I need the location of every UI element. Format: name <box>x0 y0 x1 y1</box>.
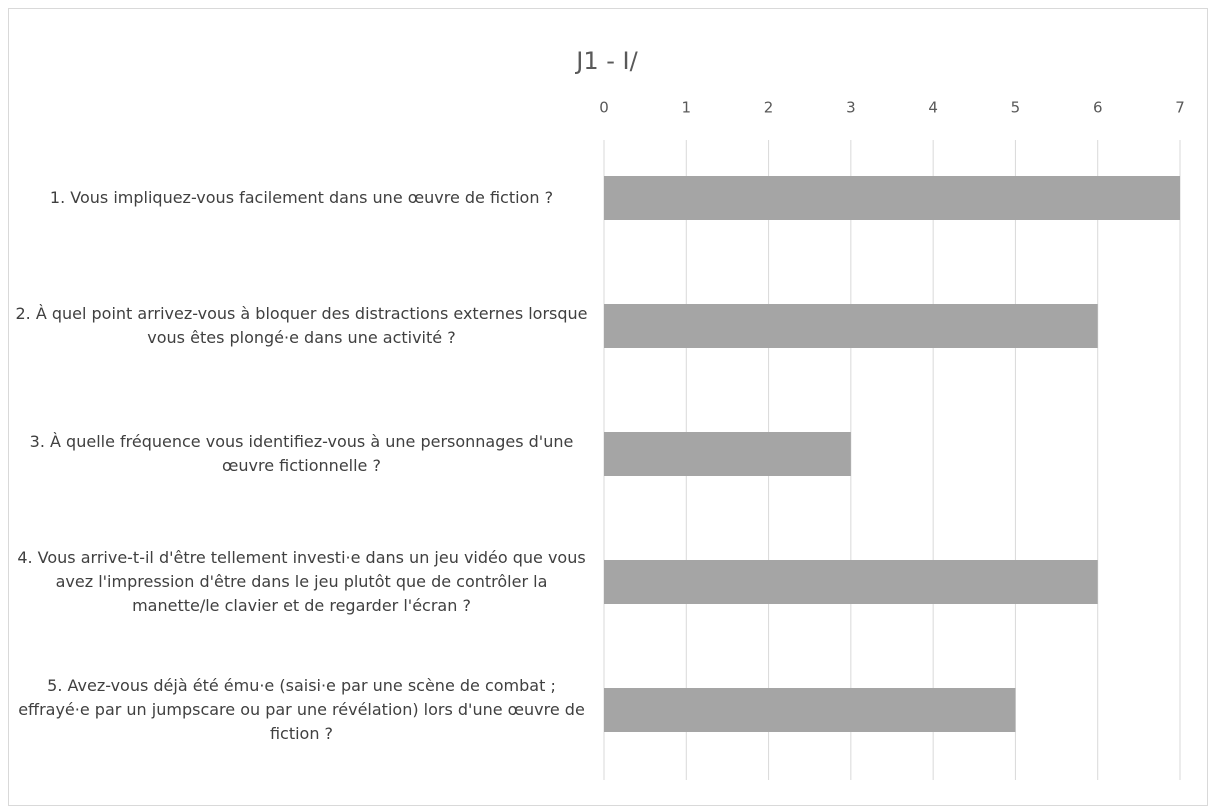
chart-title: J1 - I/ <box>574 47 638 75</box>
x-tick-label: 7 <box>1175 99 1185 117</box>
x-tick-label: 2 <box>764 99 774 117</box>
bar <box>604 688 1016 732</box>
y-tick-label: 5. Avez-vous déjà été ému·e (saisi·e par… <box>18 676 585 743</box>
y-tick-label: 4. Vous arrive-t-il d'être tellement inv… <box>17 548 586 615</box>
x-tick-label: 6 <box>1093 99 1103 117</box>
bar <box>604 432 851 476</box>
x-tick-label: 4 <box>928 99 938 117</box>
x-tick-label: 5 <box>1011 99 1021 117</box>
bar <box>604 560 1098 604</box>
y-tick-label: 3. À quelle fréquence vous identifiez-vo… <box>29 432 574 475</box>
y-tick-label: 1. Vous impliquez-vous facilement dans u… <box>49 188 554 207</box>
x-tick-label: 3 <box>846 99 856 117</box>
chart-border <box>8 8 1208 806</box>
bar <box>604 304 1098 348</box>
y-tick-label: 2. À quel point arrivez-vous à bloquer d… <box>15 304 588 347</box>
x-tick-label: 0 <box>599 99 609 117</box>
x-tick-label: 1 <box>682 99 692 117</box>
bar <box>604 176 1180 220</box>
